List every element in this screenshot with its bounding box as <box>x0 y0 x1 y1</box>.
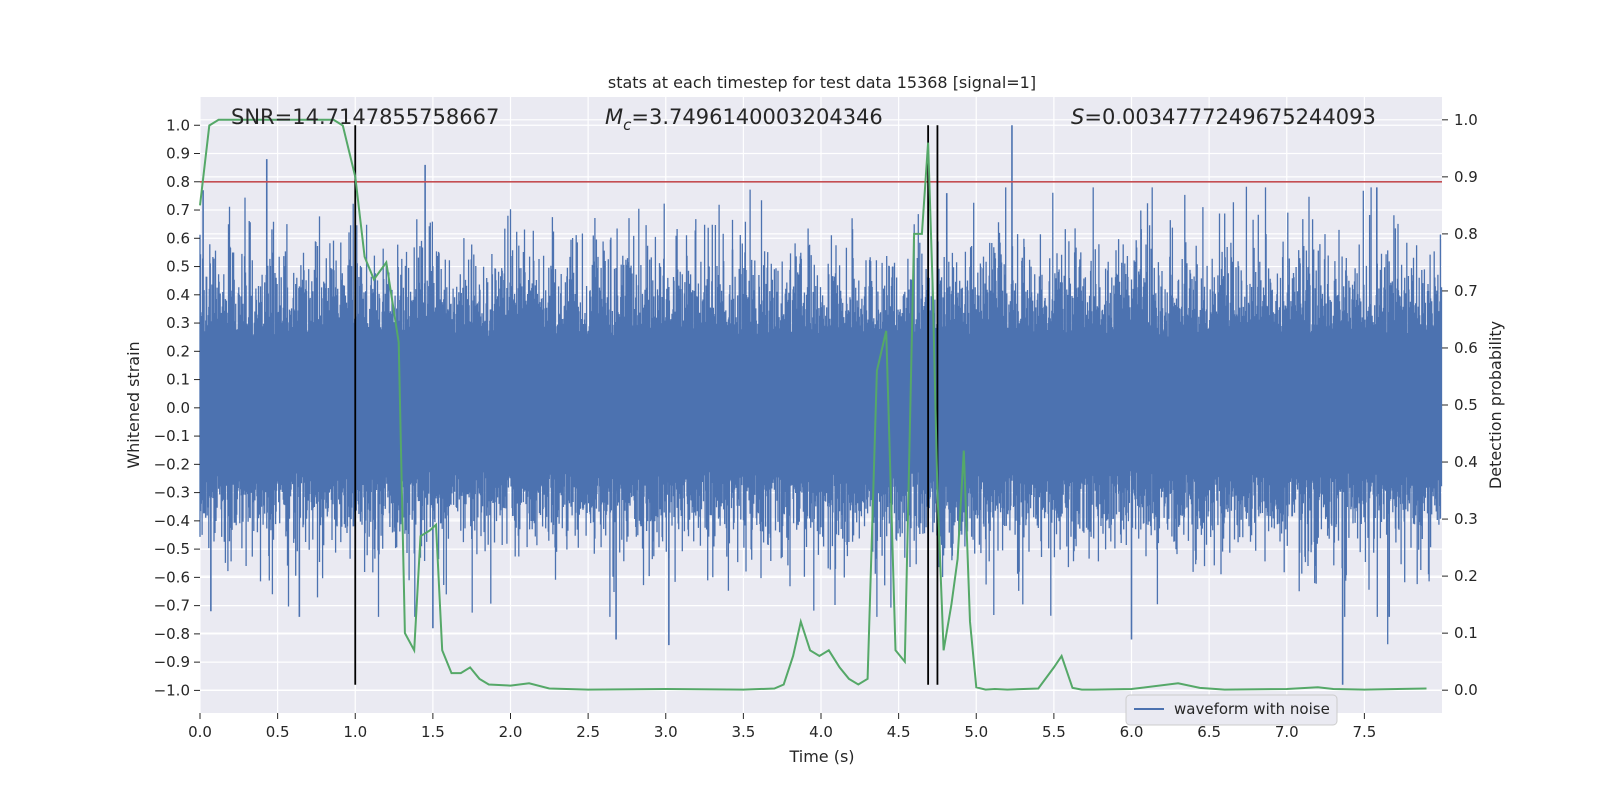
legend-label: waveform with noise <box>1174 700 1330 718</box>
y-left-tick-label: −0.3 <box>154 484 190 502</box>
probability-series <box>199 118 1427 691</box>
y-left-tick-label: −0.9 <box>154 653 190 671</box>
x-tick-label: 2.0 <box>499 723 523 741</box>
s-annotation: S=0.0034777249675244093 <box>1071 105 1376 129</box>
x-tick-label: 7.5 <box>1352 723 1376 741</box>
y-left-tick-label: −0.4 <box>154 512 190 530</box>
y-right-tick-label: 1.0 <box>1454 111 1478 129</box>
x-tick-label: 0.0 <box>188 723 212 741</box>
y-right-tick-label: 0.2 <box>1454 567 1478 585</box>
x-tick-label: 5.5 <box>1042 723 1066 741</box>
y-left-tick-label: −0.2 <box>154 455 190 473</box>
y-right-tick-label: 0.3 <box>1454 510 1478 528</box>
chart-title: stats at each timestep for test data 153… <box>608 73 1036 92</box>
x-tick-label: 3.0 <box>654 723 678 741</box>
y-left-tick-label: 0.2 <box>166 342 190 360</box>
x-tick-label: 0.5 <box>266 723 290 741</box>
y-right-tick-label: 0.0 <box>1454 681 1478 699</box>
y-left-tick-label: 0.6 <box>166 229 190 247</box>
y-left-tick-label: 0.0 <box>166 399 190 417</box>
legend-box <box>1125 694 1338 726</box>
detection-probability-line <box>199 118 1427 691</box>
vertical-lines <box>354 125 939 685</box>
x-tick-label: 4.5 <box>887 723 911 741</box>
y-right-tick-label: 0.4 <box>1454 453 1478 471</box>
y-left-tick-label: 1.0 <box>166 116 190 134</box>
mc-subscript: c <box>623 116 632 134</box>
y-right-tick-label: 0.5 <box>1454 396 1478 414</box>
x-tick-label: 4.0 <box>809 723 833 741</box>
y-left-tick-label: −1.0 <box>154 681 190 699</box>
y-right-tick-label: 0.1 <box>1454 624 1478 642</box>
y-left-axis-label: Whitened strain <box>124 341 143 468</box>
y-left-tick-label: 0.3 <box>166 314 190 332</box>
y-left-tick-label: −0.7 <box>154 597 190 615</box>
y-left-tick-label: −0.8 <box>154 625 190 643</box>
legend: waveform with noise <box>1125 694 1338 726</box>
x-tick-label: 6.5 <box>1197 723 1221 741</box>
y-left-tick-label: 0.7 <box>166 201 190 219</box>
x-tick-label: 5.0 <box>964 723 988 741</box>
x-tick-label: 3.5 <box>731 723 755 741</box>
y-right-tick-label: 0.6 <box>1454 339 1478 357</box>
mc-symbol: M <box>605 105 623 129</box>
y-left-tick-label: 0.8 <box>166 173 190 191</box>
ticks: 0.0 0.5 1.0 1.5 2.0 2.5 3.0 3.5 4.0 4.5 5.0 5.5 6.0 6… <box>154 111 1478 741</box>
y-right-tick-label: 0.8 <box>1454 225 1478 243</box>
y-left-tick-label: 0.9 <box>166 145 190 163</box>
waveform-dense-core <box>200 351 1442 456</box>
mc-value: =3.7496140003204346 <box>631 105 882 129</box>
strain-series <box>199 125 1443 685</box>
y-right-tick-label: 0.7 <box>1454 282 1478 300</box>
snr-annotation: SNR=14.7147855758667 <box>231 105 499 129</box>
y-left-tick-label: 0.1 <box>166 371 190 389</box>
x-tick-label: 7.0 <box>1275 723 1299 741</box>
x-tick-label: 1.0 <box>343 723 367 741</box>
x-tick-label: 1.5 <box>421 723 445 741</box>
s-value: =0.0034777249675244093 <box>1084 105 1376 129</box>
mc-annotation: Mc=3.7496140003204346 <box>605 105 883 134</box>
x-axis-label: Time (s) <box>788 747 854 766</box>
y-left-tick-label: 0.4 <box>166 286 190 304</box>
y-right-axis-label: Detection probability <box>1486 321 1505 489</box>
y-right-tick-label: 0.9 <box>1454 168 1478 186</box>
s-symbol: S <box>1071 105 1084 129</box>
y-left-tick-label: −0.1 <box>154 427 190 445</box>
y-left-tick-label: −0.6 <box>154 568 190 586</box>
x-tick-label: 2.5 <box>576 723 600 741</box>
y-left-tick-label: −0.5 <box>154 540 190 558</box>
x-tick-label: 6.0 <box>1120 723 1144 741</box>
y-left-tick-label: 0.5 <box>166 258 190 276</box>
